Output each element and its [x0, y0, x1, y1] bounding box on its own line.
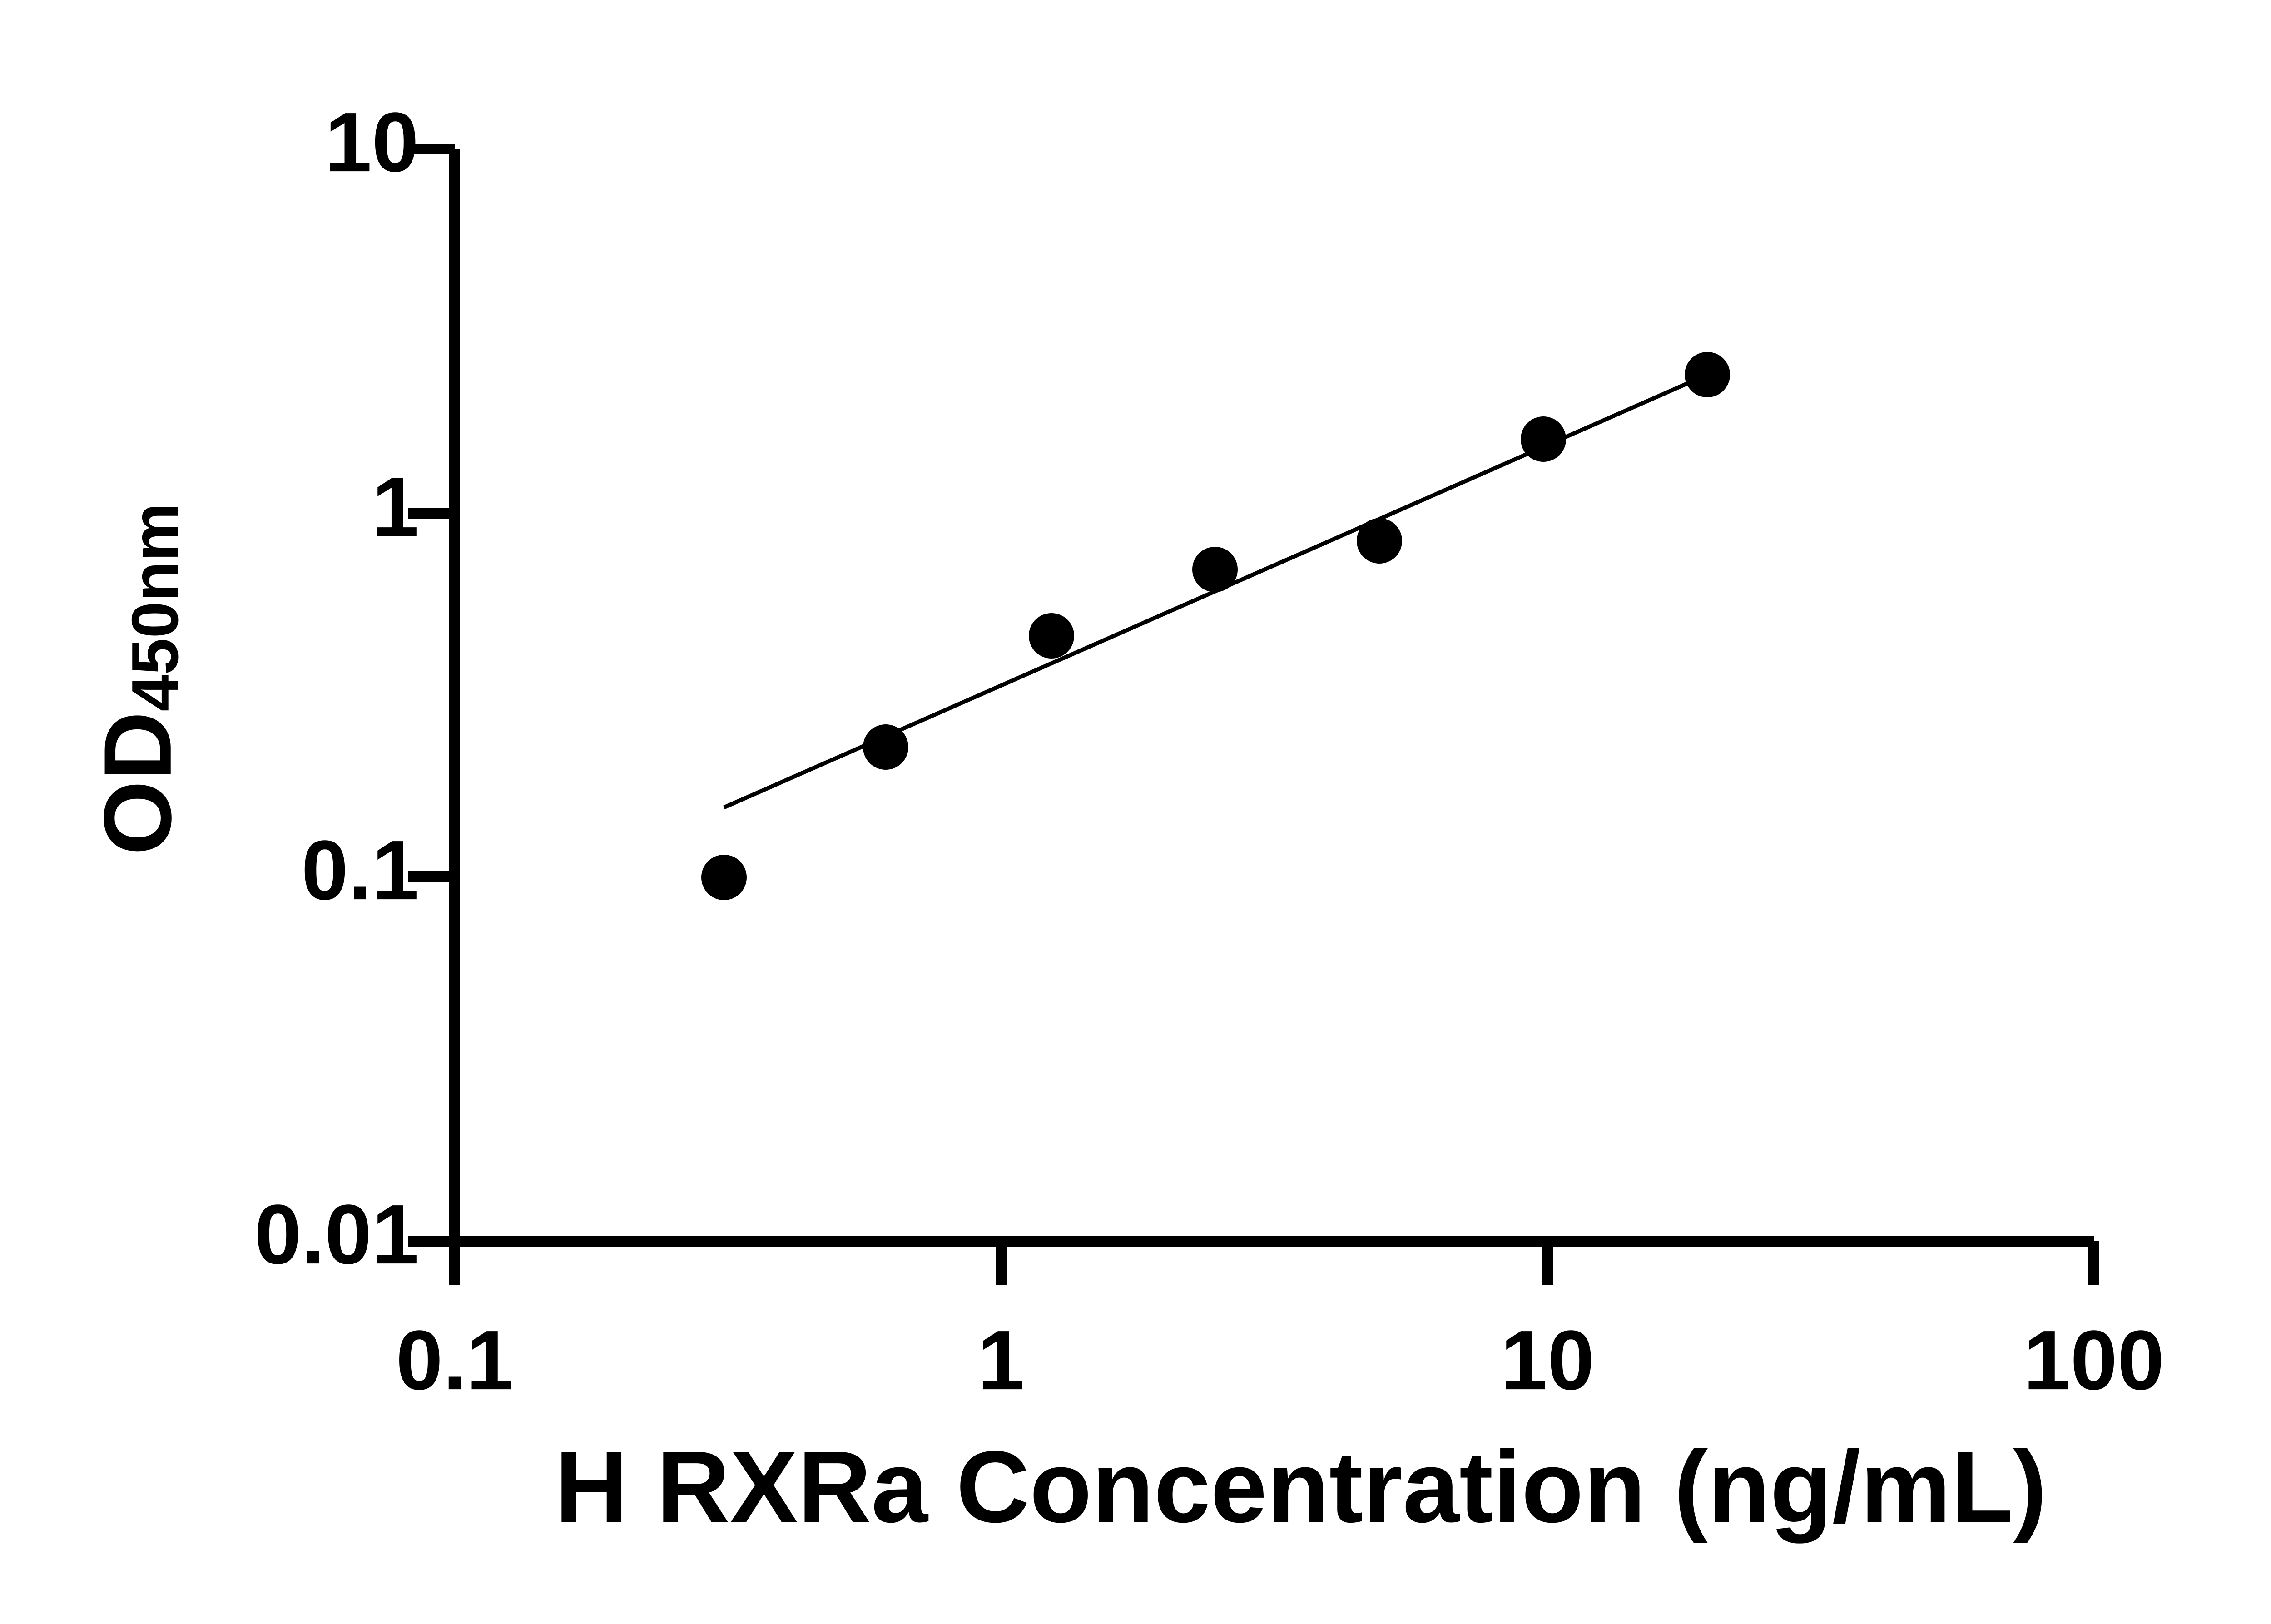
svg-text:0.01: 0.01 [254, 1188, 419, 1282]
svg-text:1: 1 [372, 460, 419, 554]
svg-text:0.1: 0.1 [301, 823, 419, 917]
svg-text:10: 10 [325, 95, 419, 189]
svg-text:0.1: 0.1 [396, 1313, 514, 1407]
svg-text:100: 100 [2023, 1313, 2164, 1407]
svg-text:1: 1 [977, 1313, 1024, 1407]
svg-text:10: 10 [1501, 1313, 1595, 1407]
svg-text:H RXRa Concentration (ng/mL): H RXRa Concentration (ng/mL) [555, 1430, 2047, 1544]
